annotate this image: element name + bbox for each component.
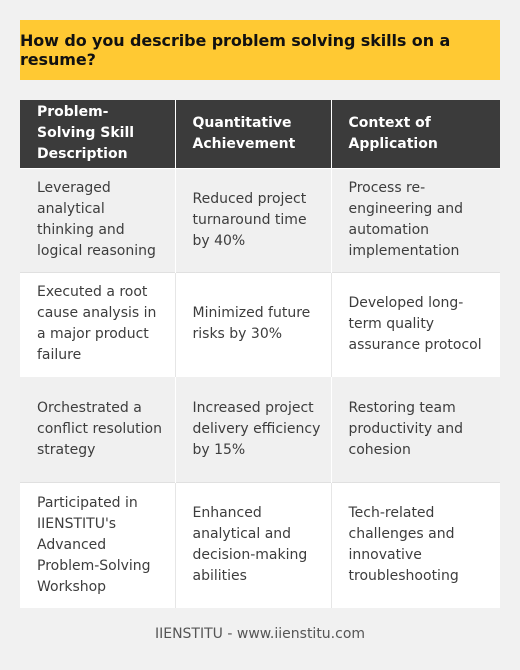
- table-cell: Enhanced analytical and decision-making …: [174, 481, 331, 608]
- table-row: Participated in IIENSTITU's Advanced Pro…: [20, 481, 500, 608]
- table-row: Executed a root cause analysis in a majo…: [20, 271, 500, 376]
- table-cell: Tech-related challenges and innovative t…: [330, 481, 500, 608]
- table-cell: Increased project delivery efficiency by…: [174, 375, 331, 482]
- table-header-row: Problem-Solving Skill Description Quanti…: [20, 100, 500, 168]
- table-cell: Reduced project turnaround time by 40%: [174, 167, 331, 272]
- skills-table: Problem-Solving Skill Description Quanti…: [20, 100, 500, 608]
- table-cell: Orchestrated a conflict resolution strat…: [20, 375, 175, 482]
- table-cell: Developed long-term quality assurance pr…: [330, 271, 500, 376]
- page-title: How do you describe problem solving skil…: [20, 20, 500, 80]
- column-header-quantitative-achievement: Quantitative Achievement: [174, 100, 331, 168]
- table-cell: Participated in IIENSTITU's Advanced Pro…: [20, 481, 175, 608]
- footer-credit: IIENSTITU - www.iienstitu.com: [154, 626, 366, 642]
- table-cell: Process re-engineering and automation im…: [330, 167, 500, 272]
- column-header-context-of-application: Context of Application: [330, 100, 500, 168]
- table-cell: Executed a root cause analysis in a majo…: [20, 271, 175, 376]
- table-row: Leveraged analytical thinking and logica…: [20, 167, 500, 272]
- table-row: Orchestrated a conflict resolution strat…: [20, 375, 500, 482]
- table-cell: Restoring team productivity and cohesion: [330, 375, 500, 482]
- table-cell: Minimized future risks by 30%: [174, 271, 331, 376]
- table-cell: Leveraged analytical thinking and logica…: [20, 167, 175, 272]
- column-header-skill-description: Problem-Solving Skill Description: [20, 100, 175, 168]
